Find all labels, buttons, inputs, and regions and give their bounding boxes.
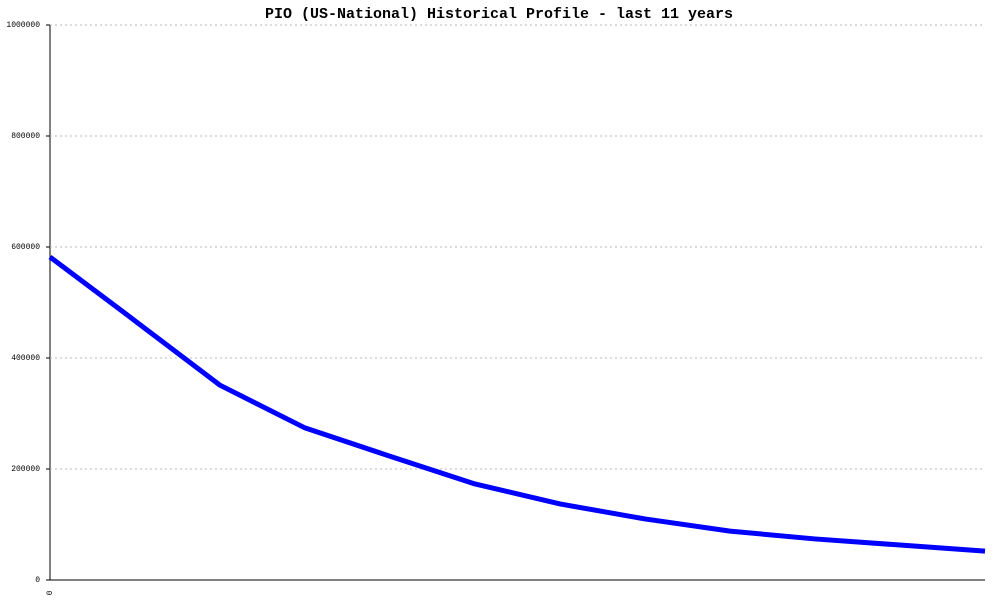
- chart-title: PIO (US-National) Historical Profile - l…: [265, 6, 733, 23]
- x-tick-label: 0: [46, 590, 55, 595]
- line: [48, 254, 986, 554]
- y-tick-label: 1000000: [6, 21, 40, 30]
- y-tick-label: 600000: [11, 243, 40, 252]
- y-tick-label: 800000: [11, 132, 40, 141]
- y-tick-label: 200000: [11, 465, 40, 474]
- y-tick-label: 400000: [11, 354, 40, 363]
- y-tick-label: 0: [35, 576, 40, 585]
